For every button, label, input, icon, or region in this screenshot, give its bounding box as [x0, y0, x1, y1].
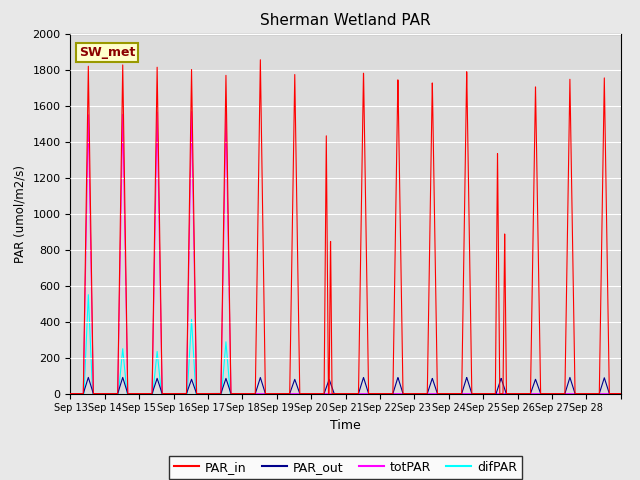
Y-axis label: PAR (umol/m2/s): PAR (umol/m2/s): [14, 165, 27, 263]
Text: SW_met: SW_met: [79, 46, 135, 59]
Title: Sherman Wetland PAR: Sherman Wetland PAR: [260, 13, 431, 28]
Legend: PAR_in, PAR_out, totPAR, difPAR: PAR_in, PAR_out, totPAR, difPAR: [169, 456, 522, 479]
X-axis label: Time: Time: [330, 419, 361, 432]
